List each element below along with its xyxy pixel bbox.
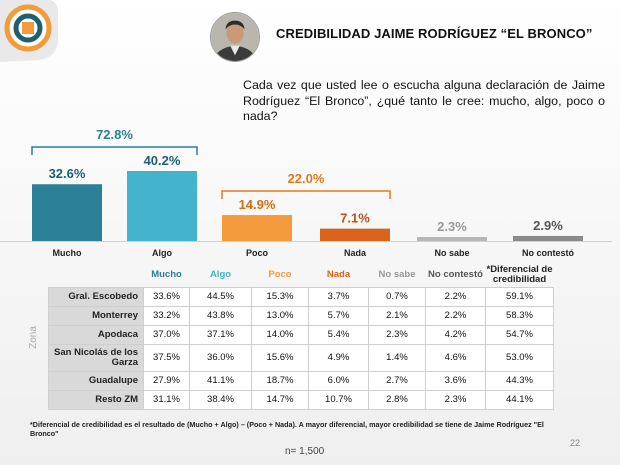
bar [127, 171, 197, 241]
table-cell: 2.3% [368, 324, 426, 345]
zone-table: Mucho Algo Poco Nada No sabe No contestó… [48, 263, 554, 410]
data-label: 7.1% [340, 211, 370, 226]
table-cell: 3.7% [308, 286, 369, 307]
table-cell: 6.0% [308, 370, 369, 391]
table-cell: 15.3% [251, 286, 309, 307]
row-label: Resto ZM [48, 389, 144, 410]
group-total-label: 72.8% [96, 127, 133, 142]
row-label: Apodaca [48, 324, 144, 345]
table-cell: 0.7% [368, 286, 426, 307]
category-label: Algo [152, 248, 172, 258]
table-cell: 37.5% [143, 343, 190, 372]
col-header: Mucho [151, 269, 182, 281]
table-cell: 59.1% [485, 286, 554, 307]
table-cell: 27.9% [143, 370, 190, 391]
table-row: San Nicolás de los Garza 37.5% 36.0% 15.6% 4… [48, 343, 554, 372]
table-cell: 4.6% [425, 343, 486, 372]
table-cell: 14.0% [251, 324, 309, 345]
table-cell: 31.1% [143, 389, 190, 410]
table-cell: 33.2% [143, 305, 190, 326]
table-cell: 38.4% [189, 389, 252, 410]
category-label: No sabe [434, 248, 469, 258]
table-cell: 2.7% [368, 370, 426, 391]
table-cell: 43.8% [189, 305, 252, 326]
table-cell: 15.6% [251, 343, 309, 372]
category-label: Mucho [53, 248, 82, 258]
table-cell: 44.3% [485, 370, 554, 391]
table-row: Monterrey 33.2% 43.8% 13.0% 5.7% 2.1% 2.2% 58.3… [48, 305, 554, 326]
table-cell: 4.9% [308, 343, 369, 372]
table-header-row: Mucho Algo Poco Nada No sabe No contestó… [49, 263, 554, 287]
bar [513, 235, 583, 241]
row-label: Guadalupe [48, 370, 144, 391]
data-label: 14.9% [239, 197, 276, 212]
table-cell: 44.1% [485, 389, 554, 410]
survey-question: Cada vez que usted lee o escucha alguna … [243, 78, 605, 123]
table-cell: 2.8% [368, 389, 426, 410]
col-header: *Diferencial de credibilidad [486, 263, 553, 285]
data-label: 2.3% [437, 219, 467, 234]
group-bracket [221, 190, 391, 200]
table-cell: 41.1% [189, 370, 252, 391]
table-row: Guadalupe 27.9% 41.1% 18.7% 6.0% 2.7% 3.6% 44.3… [48, 370, 554, 391]
row-label: Gral. Escobedo [48, 286, 144, 307]
table-cell: 44.5% [189, 286, 252, 307]
table-cell: 18.7% [251, 370, 309, 391]
group-bracket [31, 146, 198, 155]
page-number: 22 [570, 438, 581, 448]
table-cell: 4.2% [425, 324, 486, 345]
credibility-bar-chart: 32.6% Mucho 40.2% Algo 14.9% Poco 7.1% Nada 2.3%… [0, 127, 612, 258]
bar [417, 236, 487, 241]
col-header: Algo [209, 269, 232, 281]
page-title: CREDIBILIDAD JAIME RODRÍGUEZ “EL BRONCO” [276, 26, 593, 41]
data-label: 32.6% [49, 166, 86, 181]
table-row: Resto ZM 31.1% 38.4% 14.7% 10.7% 2.8% 2.3% 44.1… [48, 389, 554, 410]
col-header: No contestó [428, 269, 483, 281]
table-row: Gral. Escobedo 33.6% 44.5% 15.3% 3.7% 0.7% 2.2… [48, 286, 554, 307]
table-cell: 53.0% [485, 343, 554, 372]
data-label: 40.2% [144, 153, 181, 168]
zone-axis-label: Zona [27, 326, 39, 349]
category-label: Poco [246, 248, 269, 258]
table-cell: 2.3% [425, 389, 486, 410]
bar [222, 215, 292, 241]
table-cell: 1.4% [368, 343, 426, 372]
table-cell: 37.0% [143, 324, 190, 345]
col-header: Nada [326, 269, 351, 281]
table-cell: 2.2% [425, 305, 486, 326]
company-logo [0, 0, 58, 62]
bar [32, 184, 102, 241]
table-cell: 58.3% [485, 305, 554, 326]
table-cell: 2.1% [368, 305, 426, 326]
bar [320, 228, 390, 241]
table-cell: 33.6% [143, 286, 190, 307]
col-header: No sabe [378, 269, 416, 281]
sample-size: n= 1,500 [285, 446, 325, 457]
table-cell: 2.2% [425, 286, 486, 307]
table-cell: 5.7% [308, 305, 369, 326]
row-label: Monterrey [48, 305, 144, 326]
table-corner [49, 263, 144, 287]
table-row: Apodaca 37.0% 37.1% 14.0% 5.4% 2.3% 4.2% 54.7% [48, 324, 554, 345]
table-cell: 54.7% [485, 324, 554, 345]
table-cell: 3.6% [425, 370, 486, 391]
table-cell: 37.1% [189, 324, 252, 345]
group-total-label: 22.0% [288, 171, 325, 186]
row-label: San Nicolás de los Garza [48, 343, 144, 372]
data-label: 2.9% [533, 218, 563, 233]
avatar [210, 12, 260, 62]
category-label: No contestó [522, 248, 575, 258]
table-cell: 36.0% [189, 343, 252, 372]
category-label: Nada [344, 248, 367, 258]
table-cell: 14.7% [251, 389, 309, 410]
col-header: Poco [268, 269, 292, 281]
table-cell: 10.7% [308, 389, 369, 410]
footnote: *Diferencial de credibilidad es el resul… [30, 420, 544, 438]
table-cell: 5.4% [308, 324, 369, 345]
table-cell: 13.0% [251, 305, 309, 326]
